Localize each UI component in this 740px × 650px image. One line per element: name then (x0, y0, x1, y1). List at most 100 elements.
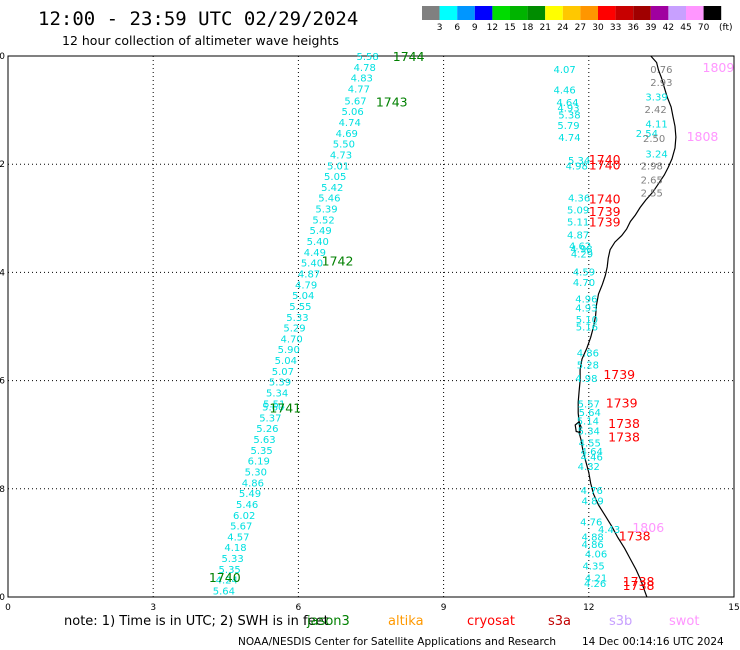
wave-height-point: 5.39 (269, 378, 291, 389)
legend-swatch (422, 6, 440, 20)
wave-height-point: 4.64 (581, 447, 603, 458)
pass-time-label: 1744 (393, 49, 425, 64)
legend-swatch (457, 6, 475, 20)
wave-height-point: 3.39 (645, 93, 667, 104)
pass-time-label: 1738 (608, 429, 640, 444)
wave-height-point: 5.79 (557, 121, 579, 132)
wave-height-point: 5.34 (266, 389, 288, 400)
pass-time-label: 1806 (632, 520, 664, 535)
legend-unit: (ft) (719, 23, 733, 33)
x-tick-label: 9 (441, 603, 447, 613)
axis-ticks: 0 3 6 9 12 15 -10 -12 -14 -16 -18 -20 (0, 52, 740, 613)
wave-height-point: 4.21 (585, 574, 607, 585)
wave-height-point: 5.55 (289, 302, 311, 313)
legend-label: 42 (663, 23, 674, 33)
legend-swatch (439, 6, 458, 20)
y-tick-label: -14 (0, 268, 5, 278)
x-tick-label: 6 (296, 603, 302, 613)
wave-height-point: 5.33 (221, 554, 243, 565)
wave-height-point: 2.98 (641, 161, 663, 172)
wave-height-point: 5.46 (318, 194, 340, 205)
wave-height-point: 4.49 (304, 248, 326, 259)
pass-time-label: 1809 (703, 60, 735, 75)
legend-label: 70 (698, 23, 710, 33)
legend-swatch (650, 6, 669, 20)
y-tick-label: -18 (0, 485, 5, 495)
legend-label: 45 (680, 23, 691, 33)
legend-swatch (703, 6, 722, 20)
wave-height-point: 4.88 (582, 532, 604, 543)
y-tick-label: -10 (0, 52, 5, 62)
wave-height-point: 4.36 (568, 194, 590, 205)
legend-label: 24 (557, 23, 569, 33)
coastline-line (577, 55, 677, 598)
wave-height-point: 4.87 (298, 269, 320, 280)
wave-height-point: 4.29 (571, 249, 593, 260)
wave-height-point: 5.29 (283, 324, 305, 335)
legend-swatch (510, 6, 528, 20)
x-tick-label: 12 (583, 603, 594, 613)
wave-height-point: 4.79 (295, 280, 317, 291)
pass-time-label: 1740 (589, 152, 621, 167)
wave-height-point: 4.59 (573, 267, 595, 278)
wave-height-point: 5.34 (568, 156, 590, 167)
wave-height-point: 4.86 (582, 540, 604, 551)
wave-height-values: 5.584.784.834.775.675.064.744.695.504.73… (213, 52, 673, 598)
wave-height-point: 5.34 (578, 426, 600, 437)
wave-height-point: 6.19 (248, 457, 270, 468)
wave-height-point: 5.11 (567, 218, 589, 229)
pass-time-labels: 1744174317421741174017401740174017391739… (209, 49, 735, 593)
mission-label: s3b (609, 614, 632, 629)
mission-label: s3a (548, 614, 571, 629)
wave-height-point: 5.07 (272, 367, 294, 378)
wave-height-point: 4.93 (575, 304, 597, 315)
wave-height-point: 4.24 (216, 576, 238, 587)
wave-height-point: 5.06 (341, 107, 363, 118)
pass-time-label: 1740 (589, 191, 621, 206)
legend-swatch (668, 6, 686, 20)
wave-height-point: 4.86 (242, 478, 264, 489)
wave-height-point: 4.98 (570, 245, 592, 256)
wave-height-point: 2.65 (641, 175, 663, 186)
wave-height-point: 4.98 (575, 374, 597, 385)
wave-height-point: 5.26 (256, 424, 278, 435)
x-tick-label: 0 (5, 603, 11, 613)
mission-label: altika (388, 614, 424, 629)
grid-lines (8, 56, 734, 597)
wave-height-point: 5.49 (310, 226, 332, 237)
wave-height-point: 5.33 (286, 313, 308, 324)
wave-height-point: 4.35 (583, 562, 605, 573)
legend-label: 21 (539, 23, 550, 33)
wave-height-point: 4.76 (580, 517, 602, 528)
wave-height-point: 5.10 (576, 315, 598, 326)
pass-time-label: 1743 (376, 95, 408, 110)
wave-height-point: 2.55 (641, 188, 663, 199)
wave-height-point: 5.63 (253, 435, 275, 446)
legend-swatch (598, 6, 616, 20)
pass-time-label: 1740 (209, 570, 241, 585)
footer-timestamp: 14 Dec 00:14:16 UTC 2024 (582, 636, 724, 648)
wave-height-point: 5.14 (577, 417, 599, 428)
legend-label: 30 (592, 23, 604, 33)
legend-swatch (545, 6, 563, 20)
wave-height-point: 4.55 (579, 438, 601, 449)
wave-height-point: 4.70 (280, 334, 302, 345)
mission-legend: jason3 altika cryosat s3a s3b swot (306, 614, 699, 629)
wave-height-point: 2.93 (650, 78, 672, 89)
wave-height-point: 4.73 (330, 150, 352, 161)
legend-swatch (474, 6, 493, 20)
legend-label: 12 (487, 23, 498, 33)
wave-height-point: 4.62 (569, 241, 591, 252)
y-tick-label: -20 (0, 593, 5, 603)
wave-height-point: 5.50 (333, 140, 355, 151)
wave-height-point: 4.69 (336, 129, 358, 140)
wave-height-point: 4.46 (553, 86, 575, 97)
wave-height-point: 5.38 (558, 110, 580, 121)
wave-height-point: 4.11 (645, 120, 667, 131)
wave-height-point: 4.78 (354, 63, 376, 74)
wave-height-point: 4.57 (227, 532, 249, 543)
legend-swatch (527, 6, 546, 20)
wave-height-point: 4.86 (577, 348, 599, 359)
wave-height-point: 6.02 (233, 511, 255, 522)
pass-time-label: 1739 (589, 204, 621, 219)
